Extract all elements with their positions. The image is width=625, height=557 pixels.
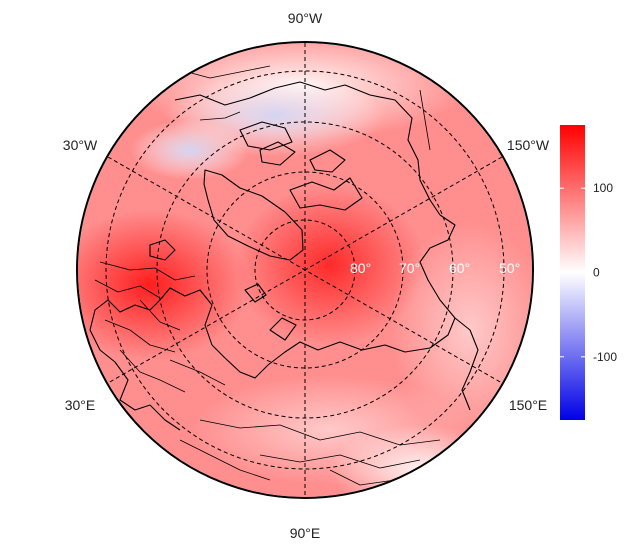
latitude-circle-80 xyxy=(254,219,356,321)
latitude-circle-60 xyxy=(156,121,454,419)
latitude-labels: 80° 70° 60° 50° xyxy=(350,260,520,276)
country-borders-europe xyxy=(94,261,226,393)
warm-core-europe xyxy=(78,210,250,360)
latitude-circle-70 xyxy=(206,171,404,369)
lon-label-bottom: 90°E xyxy=(290,525,321,541)
siberia-coast xyxy=(211,317,456,379)
country-borders-asia xyxy=(179,419,441,486)
kamchatka xyxy=(454,317,479,411)
meridian-150w-30e xyxy=(107,156,503,384)
novaya-zemlya xyxy=(269,317,297,341)
lon-label-lower-right: 150°E xyxy=(509,397,547,413)
longitude-labels: 90°W 90°E 30°W 150°W 30°E 150°E xyxy=(63,10,550,541)
alaska-coast xyxy=(419,214,456,319)
lat-label-50: 50° xyxy=(499,260,520,276)
colorbar-ticks: 100 0 -100 xyxy=(560,181,617,364)
colorbar: 100 0 -100 xyxy=(560,125,617,420)
europe-coast xyxy=(89,329,181,431)
lat-label-80: 80° xyxy=(350,260,371,276)
country-borders-americas xyxy=(179,65,431,151)
lat-label-70: 70° xyxy=(399,260,420,276)
lon-label-upper-left: 30°W xyxy=(63,137,98,153)
pale-zone-asia xyxy=(330,425,510,497)
colorbar-ramp xyxy=(560,125,585,420)
latitude-circle-50 xyxy=(105,70,505,470)
cool-anomaly-west xyxy=(130,120,250,180)
map-boundary xyxy=(76,41,534,499)
hudson-bay xyxy=(239,121,293,151)
colorbar-tick-label: 100 xyxy=(593,181,613,195)
colorbar-tick-label: 0 xyxy=(593,266,600,280)
lon-label-lower-left: 30°E xyxy=(65,397,96,413)
svalbard xyxy=(244,283,267,303)
lon-label-top: 90°W xyxy=(288,10,323,26)
arctic-archipelago xyxy=(259,141,363,211)
lat-label-60: 60° xyxy=(449,260,470,276)
iceland xyxy=(149,239,176,261)
latitude-circles xyxy=(105,70,505,470)
lon-label-upper-right: 150°W xyxy=(507,137,550,153)
colorbar-tick-label: -100 xyxy=(593,350,617,364)
meridian-lines xyxy=(107,43,503,497)
north-america-coast xyxy=(174,81,441,216)
